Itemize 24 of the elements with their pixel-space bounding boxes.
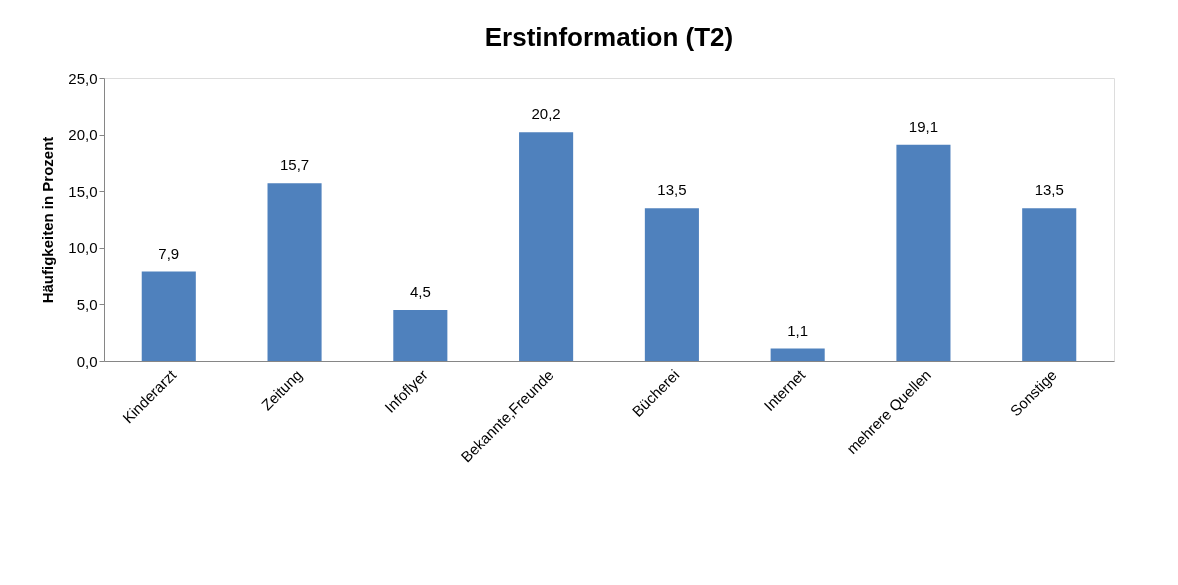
y-tick-label: 15,0 [68, 182, 98, 200]
bar [393, 310, 448, 361]
y-tick-label: 5,0 [76, 295, 98, 313]
data-label: 1,1 [787, 321, 809, 339]
y-tick-label: 0,0 [76, 352, 98, 370]
bar [1022, 208, 1077, 361]
y-axis-title: Häufigkeiten in Prozent [39, 136, 57, 304]
bar [644, 208, 699, 361]
data-label: 13,5 [1034, 181, 1064, 199]
data-label: 15,7 [279, 156, 310, 174]
data-label: 20,2 [531, 105, 561, 123]
data-label: 7,9 [158, 244, 180, 262]
y-tick-label: 25,0 [68, 69, 98, 87]
y-tick-label: 10,0 [68, 239, 98, 257]
bar [519, 132, 574, 361]
data-label: 4,5 [409, 283, 431, 301]
bar [770, 348, 825, 361]
y-tick-label: 20,0 [68, 126, 98, 144]
chart-title: Erstinformation (T2) [484, 22, 734, 52]
data-label: 13,5 [657, 181, 687, 199]
data-label: 19,1 [908, 117, 939, 135]
bar [141, 271, 196, 361]
bar [896, 144, 951, 361]
bar [267, 183, 322, 361]
